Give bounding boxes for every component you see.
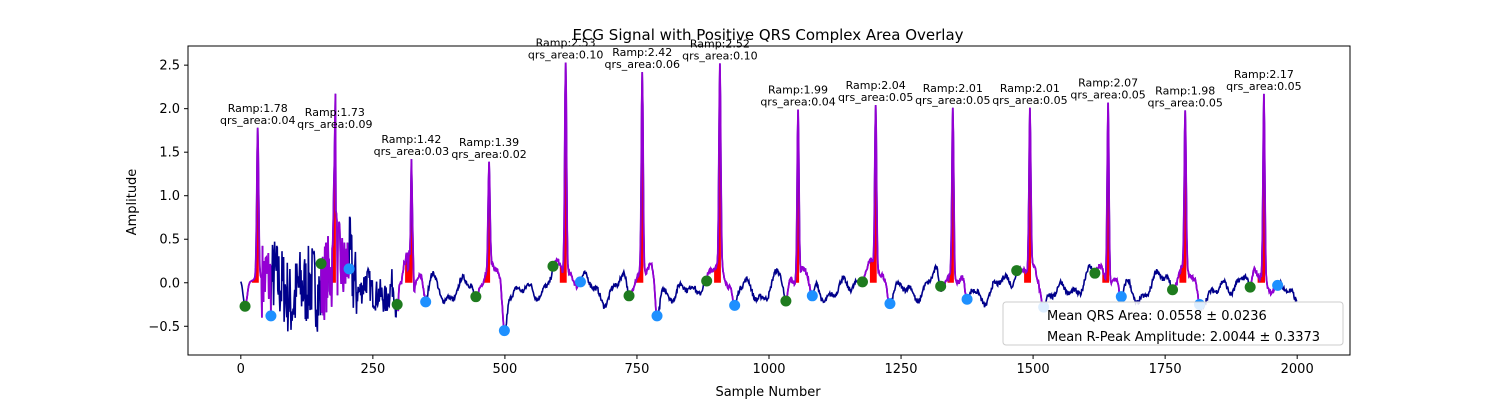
qrs-segment-line	[1249, 93, 1279, 297]
q-onset-marker	[315, 258, 327, 270]
qrs-area-label: qrs_area:0.02	[451, 148, 526, 161]
s-offset-marker	[806, 290, 818, 302]
qrs-segment-line	[861, 105, 891, 307]
y-tick-label: 0.0	[159, 276, 180, 291]
qrs-area-label: qrs_area:0.05	[1070, 89, 1145, 102]
qrs-area-label: qrs_area:0.05	[838, 91, 913, 104]
qrs-segment-line	[628, 72, 658, 317]
r-peak-amplitude-label: Ramp:2.07	[1078, 77, 1138, 90]
qrs-area-label: qrs_area:0.04	[760, 96, 835, 109]
x-tick-label: 250	[360, 362, 385, 377]
y-tick-label: 2.5	[159, 59, 180, 74]
qrs-area-label: qrs_area:0.05	[915, 94, 990, 107]
qrs-area-label: qrs_area:0.09	[297, 118, 372, 131]
y-tick-label: 1.0	[159, 189, 180, 204]
q-onset-marker	[239, 300, 251, 312]
s-offset-marker	[729, 299, 741, 311]
qrs-segment-line	[244, 127, 272, 318]
q-onset-marker	[391, 299, 403, 311]
axes: 0 250 500 750 1000 1250 1500 1750 2000 −0.5 0.0 0.5…	[148, 45, 1351, 377]
r-peak-amplitude-label: Ramp:2.01	[1000, 82, 1060, 95]
r-peak-amplitude-label: Ramp:1.42	[381, 133, 441, 146]
x-axis-label: Sample Number	[715, 385, 821, 400]
legend: Mean QRS Area: 0.0558 ± 0.0236 Mean R-Pe…	[1002, 301, 1344, 346]
s-offset-marker	[343, 263, 355, 275]
y-tick-label: 0.5	[159, 233, 180, 248]
r-peak-amplitude-label: Ramp:2.04	[846, 79, 906, 92]
qrs-area-label: qrs_area:0.05	[1147, 96, 1222, 109]
x-tick-label: 2000	[1281, 362, 1314, 377]
x-tick-label: 750	[625, 362, 650, 377]
q-onset-marker	[623, 290, 635, 302]
q-onset-marker	[935, 280, 947, 292]
s-offset-marker	[651, 310, 663, 322]
legend-entry-r-amplitude: Mean R-Peak Amplitude: 2.0044 ± 0.3373	[1047, 330, 1320, 345]
x-tick-label: 1750	[1149, 362, 1182, 377]
chart-title: ECG Signal with Positive QRS Complex Are…	[572, 26, 963, 44]
qrs-segment-line	[1171, 110, 1200, 306]
qrs-segment-line	[396, 159, 427, 312]
qrs-area-label: qrs_area:0.10	[682, 49, 757, 62]
qrs-area-label: qrs_area:0.03	[374, 145, 449, 158]
y-tick-label: 2.0	[159, 102, 180, 117]
r-peak-amplitude-label: Ramp:1.39	[459, 136, 519, 149]
r-peak-amplitude-label: Ramp:1.99	[768, 84, 828, 97]
s-offset-marker	[1272, 279, 1284, 291]
y-tick-label: 1.5	[159, 146, 180, 161]
s-offset-marker	[420, 296, 432, 308]
qrs-segment-line	[705, 63, 736, 307]
legend-entry-qrs-area: Mean QRS Area: 0.0558 ± 0.0236	[1047, 309, 1267, 324]
s-offset-marker	[265, 310, 277, 322]
qrs-segment-line	[1094, 102, 1123, 300]
r-peak-amplitude-label: Ramp:2.01	[923, 82, 983, 95]
y-tick-label: −0.5	[148, 320, 180, 335]
r-peak-amplitude-label: Ramp:2.17	[1234, 68, 1294, 81]
q-onset-marker	[701, 275, 713, 287]
s-offset-marker	[498, 325, 510, 337]
qrs-area-label: qrs_area:0.10	[528, 49, 603, 62]
s-offset-marker	[961, 293, 973, 305]
q-onset-marker	[1244, 281, 1256, 293]
q-onset-marker	[780, 295, 792, 307]
qrs-area-fill	[328, 93, 336, 283]
r-peak-amplitude-label: Ramp:2.52	[690, 37, 750, 50]
qrs-area-label: qrs_area:0.05	[992, 94, 1067, 107]
q-onset-marker	[1011, 265, 1023, 277]
qrs-segment-line	[320, 93, 350, 320]
r-peak-amplitude-label: Ramp:1.78	[228, 102, 288, 115]
qrs-segment-line	[785, 109, 814, 305]
qrs-area-label: qrs_area:0.04	[220, 114, 295, 127]
r-peak-amplitude-label: Ramp:1.98	[1155, 84, 1215, 97]
qrs-segment-line	[475, 161, 506, 331]
q-onset-marker	[856, 276, 868, 288]
x-tick-label: 500	[492, 362, 517, 377]
q-onset-marker	[1089, 267, 1101, 279]
y-axis-label: Amplitude	[125, 169, 140, 236]
s-offset-marker	[1115, 291, 1127, 303]
q-onset-marker	[547, 260, 559, 272]
x-tick-label: 1500	[1017, 362, 1050, 377]
qrs-area-label: qrs_area:0.06	[605, 58, 680, 71]
q-onset-marker	[470, 291, 482, 303]
qrs-area-label: qrs_area:0.05	[1226, 80, 1301, 93]
legend-box	[1002, 301, 1344, 346]
x-tick-label: 1000	[752, 362, 785, 377]
r-peak-amplitude-label: Ramp:2.42	[612, 46, 672, 59]
q-onset-marker	[1167, 284, 1179, 296]
x-tick-label: 1250	[884, 362, 917, 377]
x-tick-label: 0	[237, 362, 245, 377]
s-offset-marker	[884, 298, 896, 310]
plot-area: Ramp:1.78qrs_area:0.04Ramp:1.73qrs_area:…	[220, 37, 1302, 337]
r-peak-amplitude-label: Ramp:1.73	[305, 106, 365, 119]
s-offset-marker	[574, 276, 586, 288]
